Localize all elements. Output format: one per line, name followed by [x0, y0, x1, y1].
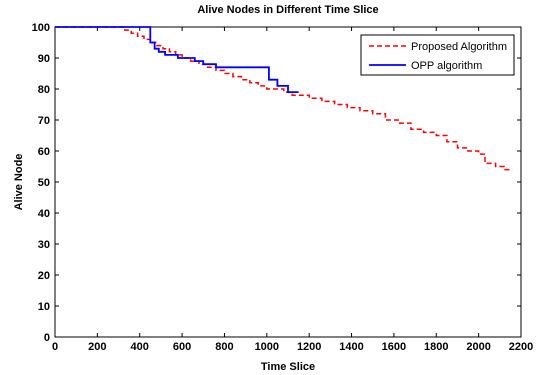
- plot-area: [54, 26, 522, 338]
- chart-title: Alive Nodes in Different Time Slice: [197, 4, 378, 16]
- x-tick-label: 400: [131, 341, 149, 353]
- y-tick-label: 60: [38, 146, 50, 158]
- y-tick-label: 30: [38, 239, 50, 251]
- x-tick-label: 1800: [424, 341, 448, 353]
- y-tick-label: 0: [44, 332, 50, 344]
- legend-label-opp: OPP algorithm: [411, 60, 482, 72]
- series-line-opp: [55, 26, 299, 93]
- legend-label-proposed: Proposed Algorithm: [411, 41, 507, 53]
- x-tick-label: 600: [173, 341, 191, 353]
- y-tick-label: 70: [38, 115, 50, 127]
- legend: Proposed Algorithm OPP algorithm: [360, 34, 515, 76]
- x-axis-label: Time Slice: [261, 361, 315, 373]
- x-tick-label: 800: [215, 341, 233, 353]
- x-tick-label: 0: [52, 341, 58, 353]
- y-tick-label: 80: [38, 84, 50, 96]
- legend-box: [360, 34, 515, 76]
- series-line-proposed: [55, 26, 513, 171]
- y-axis-label: Alive Node: [13, 154, 25, 211]
- x-tick-label: 200: [88, 341, 106, 353]
- x-tick-label: 2200: [509, 341, 533, 353]
- axis-ticks: 0 200 400 600 800 1000 1200 1400 1600 1800 2000 220…: [32, 22, 534, 353]
- y-tick-label: 90: [38, 53, 50, 65]
- x-tick-label: 1600: [382, 341, 406, 353]
- y-tick-label: 50: [38, 177, 50, 189]
- x-tick-label: 2000: [466, 341, 490, 353]
- y-tick-label: 10: [38, 301, 50, 313]
- series-layer: [55, 26, 513, 171]
- x-tick-label: 1200: [297, 341, 321, 353]
- x-tick-label: 1000: [255, 341, 279, 353]
- y-tick-label: 20: [38, 270, 50, 282]
- y-tick-label: 40: [38, 208, 50, 220]
- x-tick-label: 1400: [339, 341, 363, 353]
- y-tick-label: 100: [32, 22, 50, 34]
